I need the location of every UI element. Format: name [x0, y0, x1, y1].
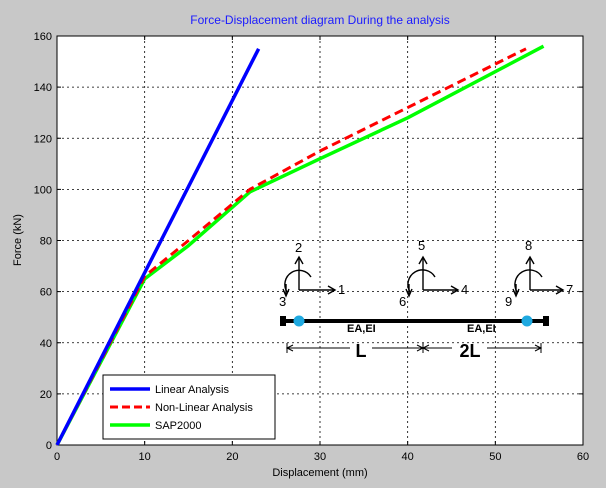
y-axis-label: Force (kN): [12, 214, 24, 266]
span-label-2L: 2L: [459, 341, 480, 361]
dof-arrows-node3: [512, 255, 565, 298]
beam-right-end: [543, 316, 549, 326]
legend-label-0: Linear Analysis: [155, 384, 229, 396]
dimension-lines: [285, 343, 543, 353]
x-tick-label: 20: [226, 451, 238, 463]
dof-label-3: 3: [279, 294, 286, 309]
legend-label-1: Non-Linear Analysis: [155, 402, 253, 414]
y-tick-label: 20: [40, 389, 52, 401]
span-label-L: L: [356, 341, 367, 361]
series-group: [55, 44, 545, 446]
dof-label-8: 8: [525, 238, 532, 253]
dof-label-2: 2: [295, 240, 302, 255]
x-tick-label: 0: [54, 451, 60, 463]
dof-arrows-node1: [282, 255, 337, 298]
chart-title: Force-Displacement diagram During the an…: [190, 13, 449, 27]
x-tick-label: 60: [577, 451, 589, 463]
legend: Linear Analysis Non-Linear Analysis SAP200…: [102, 374, 276, 440]
dof-label-5: 5: [418, 238, 425, 253]
dof-label-6: 6: [399, 294, 406, 309]
y-tick-label: 100: [34, 184, 52, 196]
y-tick-label: 0: [46, 440, 52, 452]
x-tick-label: 30: [314, 451, 326, 463]
y-tick-label: 80: [40, 236, 52, 248]
y-tick-label: 40: [40, 338, 52, 350]
dof-arrows-node2: [405, 255, 460, 298]
dof-label-1: 1: [338, 282, 345, 297]
series-line-0: [55, 47, 261, 446]
dof-label-9: 9: [505, 294, 512, 309]
beam-inset: 1 2 3 4 5 6 7 8 9 EA,EI EA,EI L 2L: [279, 238, 573, 361]
y-tick-label: 160: [34, 31, 52, 43]
x-ticks: 0 10 20 30 40 50 60: [54, 36, 589, 463]
legend-label-2: SAP2000: [155, 420, 201, 432]
hinge-right: [521, 315, 533, 327]
beam-left-end: [280, 316, 286, 326]
section-property-2: EA,EI: [467, 323, 496, 335]
section-property-1: EA,EI: [347, 323, 376, 335]
y-tick-label: 120: [34, 133, 52, 145]
y-ticks: 0 20 40 60 80 100 120 140 160: [34, 31, 583, 452]
y-tick-label: 60: [40, 287, 52, 299]
dof-label-7: 7: [566, 282, 573, 297]
x-axis-label: Displacement (mm): [272, 467, 367, 479]
x-tick-label: 40: [402, 451, 414, 463]
x-tick-label: 50: [489, 451, 501, 463]
y-tick-label: 140: [34, 82, 52, 94]
dof-label-4: 4: [461, 282, 468, 297]
hinge-left: [293, 315, 305, 327]
x-tick-label: 10: [139, 451, 151, 463]
